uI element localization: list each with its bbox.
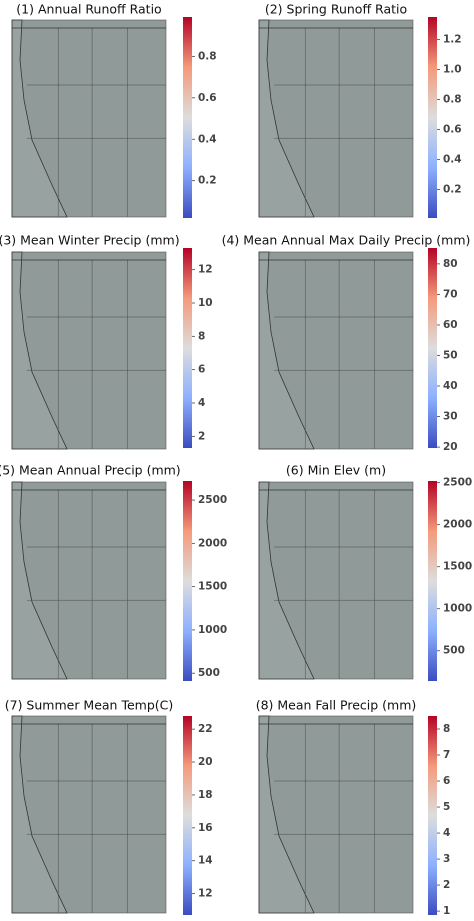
colorbar-tick-label: 40: [443, 380, 458, 392]
panel-title: (5) Mean Annual Precip (mm): [0, 463, 181, 478]
panel-title: (4) Mean Annual Max Daily Precip (mm): [222, 233, 471, 248]
coastline: [258, 251, 315, 450]
map: [11, 251, 167, 450]
panel-title: (3) Mean Winter Precip (mm): [0, 233, 180, 248]
coastline: [258, 19, 315, 218]
colorbar-tick-label: 500: [198, 667, 220, 679]
colorbar: [428, 17, 437, 218]
colorbar-tick-label: 8: [443, 723, 450, 735]
colorbar-tick-label: 80: [443, 258, 458, 270]
coastline: [11, 251, 68, 450]
colorbar-tick-label: 1500: [443, 561, 472, 573]
colorbar-tick-label: 0.4: [198, 133, 217, 145]
colorbar: [428, 248, 437, 448]
colorbar-tick-label: 1000: [198, 624, 227, 636]
colorbar: [183, 481, 192, 681]
colorbar-tick-label: 22: [198, 723, 213, 735]
colorbar-tick-label: 6: [443, 775, 450, 787]
colorbar: [428, 716, 437, 915]
colorbar-tick-label: 500: [443, 645, 465, 657]
colorbar-tick-label: 1.0: [443, 64, 462, 76]
colorbar-tick-label: 3: [443, 853, 450, 865]
colorbar-tick-label: 50: [443, 349, 458, 361]
colorbar-tick-label: 1: [443, 905, 450, 917]
coastline: [11, 481, 68, 680]
map: [11, 19, 167, 218]
colorbar-tick-label: 12: [198, 264, 213, 276]
colorbar-tick-label: 6: [198, 364, 205, 376]
map: [258, 481, 414, 680]
colorbar-tick-label: 18: [198, 789, 213, 801]
colorbar-tick-label: 2: [443, 879, 450, 891]
colorbar-tick-label: 1500: [198, 581, 227, 593]
colorbar-tick-label: 4: [198, 397, 205, 409]
colorbar-tick-label: 4: [443, 827, 450, 839]
colorbar-tick-label: 5: [443, 801, 450, 813]
panel-title: (7) Summer Mean Temp(C): [5, 698, 174, 713]
colorbar-tick-label: 0.8: [443, 94, 462, 106]
colorbar-tick-label: 8: [198, 330, 205, 342]
colorbar-tick-label: 2000: [443, 519, 472, 531]
map: [11, 481, 167, 680]
coastline: [11, 715, 68, 914]
colorbar: [428, 481, 437, 681]
colorbar-tick-label: 30: [443, 411, 458, 423]
panel-title: (6) Min Elev (m): [286, 463, 386, 478]
colorbar-tick-label: 14: [198, 855, 213, 867]
map: [258, 251, 414, 450]
colorbar-tick-label: 2500: [443, 477, 472, 489]
colorbar-tick-label: 2500: [198, 494, 227, 506]
colorbar-tick-label: 70: [443, 288, 458, 300]
panel-title: (8) Mean Fall Precip (mm): [256, 698, 417, 713]
colorbar-tick-label: 1000: [443, 603, 472, 615]
colorbar: [183, 248, 192, 448]
map: [11, 715, 167, 914]
coastline: [258, 715, 315, 914]
colorbar-tick-label: 7: [443, 749, 450, 761]
colorbar-tick-label: 60: [443, 319, 458, 331]
coastline: [11, 19, 68, 218]
colorbar-tick-label: 0.6: [443, 124, 462, 136]
colorbar-tick-label: 2: [198, 430, 205, 442]
colorbar-tick-label: 20: [198, 756, 213, 768]
colorbar-tick-label: 0.6: [198, 92, 217, 104]
panel-title: (2) Spring Runoff Ratio: [265, 2, 407, 17]
map: [258, 19, 414, 218]
colorbar-tick-label: 10: [198, 297, 213, 309]
colorbar-tick-label: 1.2: [443, 34, 462, 46]
colorbar-tick-label: 12: [198, 888, 213, 900]
colorbar-tick-label: 2000: [198, 537, 227, 549]
colorbar-tick-label: 16: [198, 822, 213, 834]
map: [258, 715, 414, 914]
colorbar-tick-label: 0.2: [443, 184, 462, 196]
panel-title: (1) Annual Runoff Ratio: [16, 2, 161, 17]
colorbar: [183, 716, 192, 915]
colorbar-tick-label: 0.8: [198, 50, 217, 62]
colorbar: [183, 17, 192, 218]
colorbar-tick-label: 20: [443, 441, 458, 453]
colorbar-tick-label: 0.2: [198, 175, 217, 187]
colorbar-tick-label: 0.4: [443, 154, 462, 166]
coastline: [258, 481, 315, 680]
